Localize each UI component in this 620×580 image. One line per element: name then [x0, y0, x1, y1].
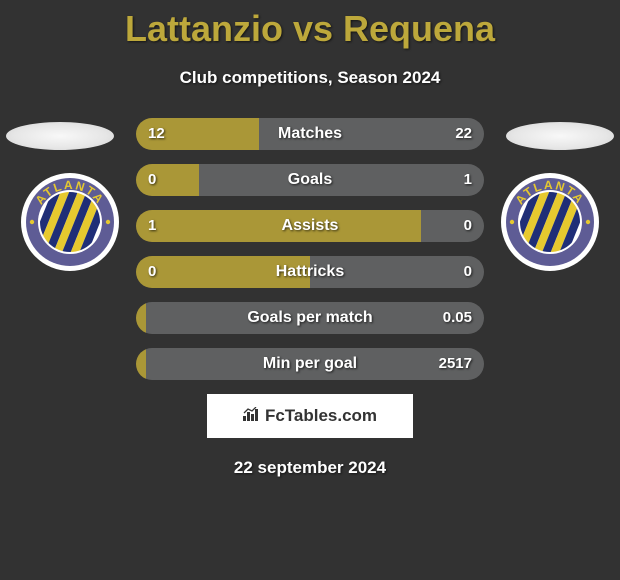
player-photo-placeholder-right	[506, 122, 614, 150]
comparison-stage: ATLANTA ATLANTA	[0, 88, 620, 478]
bar-value-left: 12	[148, 118, 165, 150]
bar-label: Goals per match	[136, 302, 484, 334]
bar-value-right: 0	[464, 256, 472, 288]
club-badge-right: ATLANTA	[500, 172, 600, 272]
stat-bars: Matches1222Goals01Assists10Hattricks00Go…	[136, 118, 484, 380]
attribution-box: FcTables.com	[207, 394, 413, 438]
bar-value-left: 0	[148, 164, 156, 196]
date-text: 22 september 2024	[0, 458, 620, 478]
bar-value-left: 0	[148, 256, 156, 288]
stat-row: Matches12 22	[136, 118, 484, 150]
bar-label: Goals	[136, 164, 484, 196]
page-subtitle: Club competitions, Season 2024	[0, 68, 620, 88]
bar-value-left: 1	[148, 210, 156, 242]
club-badge-left: ATLANTA	[20, 172, 120, 272]
bar-label: Matches	[136, 118, 484, 150]
bar-label: Min per goal	[136, 348, 484, 380]
bar-value-right: 0.05	[443, 302, 472, 334]
bar-value-right: 2517	[439, 348, 472, 380]
bar-label: Assists	[136, 210, 484, 242]
stat-row: Goals per match0.05	[136, 302, 484, 334]
chart-icon	[243, 406, 261, 426]
stat-row: Hattricks0 0	[136, 256, 484, 288]
player-photo-placeholder-left	[6, 122, 114, 150]
bar-value-right: 1	[464, 164, 472, 196]
stat-row: Goals0 1	[136, 164, 484, 196]
stat-row: Min per goal2517	[136, 348, 484, 380]
bar-value-right: 22	[455, 118, 472, 150]
bar-label: Hattricks	[136, 256, 484, 288]
stat-row: Assists1 0	[136, 210, 484, 242]
attribution-text: FcTables.com	[265, 406, 377, 426]
page-title: Lattanzio vs Requena	[0, 0, 620, 50]
bar-value-right: 0	[464, 210, 472, 242]
